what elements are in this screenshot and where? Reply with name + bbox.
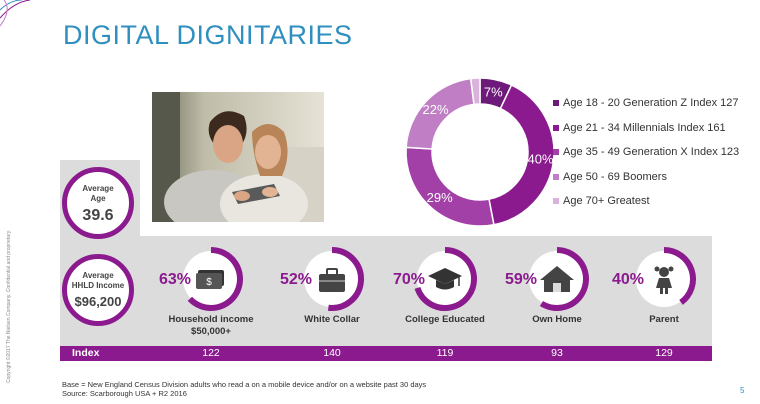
donut-slice: [469, 77, 481, 106]
gauge-category: Parent: [604, 314, 724, 326]
house-icon: [540, 266, 574, 292]
average-income-value: $96,200: [74, 294, 122, 309]
legend-swatch: [553, 149, 559, 155]
page-title: DIGITAL DIGNITARIES: [63, 20, 353, 50]
gauge-ring: [304, 247, 364, 311]
gauge-percent: 70%: [393, 271, 426, 288]
graduation-cap-icon: [428, 268, 462, 290]
page-number: 5: [740, 386, 745, 395]
gauge-category-line: $50,000+: [191, 326, 231, 337]
average-income-badge: Average HHLD Income $96,200: [62, 254, 134, 326]
gauge-ring: [636, 247, 696, 307]
corner-decoration: [0, 0, 31, 27]
legend-swatch: [553, 173, 559, 180]
gauge-category: White Collar: [272, 314, 392, 326]
index-value: 119: [436, 347, 454, 359]
gauge-arc: [327, 247, 364, 311]
legend-label: Age 18 - 20 Generation Z Index 127: [563, 97, 739, 109]
gauge-ring: [414, 247, 477, 311]
gauge-ring: $: [183, 247, 243, 311]
average-age-label-1: Average: [82, 184, 114, 193]
legend-label: Age 70+ Greatest: [563, 195, 650, 207]
donut-slice: [488, 84, 555, 226]
donut-slice-label: 22%: [423, 102, 449, 117]
svg-text:$: $: [206, 277, 212, 288]
footer-base: Base = New England Census Division adult…: [62, 380, 427, 389]
index-value: 129: [655, 347, 673, 359]
legend-label: Age 21 - 34 Millennials Index 161: [563, 121, 726, 134]
gauge-category-line: White Collar: [304, 314, 360, 325]
donut-legend: Age 18 - 20 Generation Z Index 127 Age 21…: [553, 97, 739, 220]
donut-slice: [405, 146, 495, 227]
legend-swatch: [553, 100, 559, 106]
index-value: 122: [202, 347, 220, 359]
child-icon: [654, 266, 674, 294]
average-income-label-1: Average: [82, 271, 114, 280]
average-age-value: 39.6: [82, 207, 114, 224]
footer-source: Source: Scarborough USA + R2 2016: [62, 389, 187, 398]
gauge-category: College Educated: [385, 314, 505, 326]
legend-item: Age 18 - 20 Generation Z Index 127: [553, 97, 739, 122]
donut-slice-label: 29%: [427, 190, 453, 205]
legend-item: Age 70+ Greatest: [553, 195, 739, 220]
gauge-percent: 63%: [159, 271, 192, 288]
average-age-badge: Average Age 39.6: [62, 167, 134, 239]
donut-slice-label: 40%: [528, 152, 554, 167]
average-income-label-2: HHLD Income: [71, 281, 125, 290]
gauge-category: Own Home: [497, 314, 617, 326]
legend-item: Age 21 - 34 Millennials Index 161: [553, 122, 739, 147]
gauge-arc: [663, 247, 696, 305]
stats-band: [60, 236, 712, 346]
gauge-category: Household income $50,000+: [151, 314, 271, 338]
legend-swatch: [553, 124, 559, 131]
gauge-arc: [187, 247, 243, 311]
index-value: 140: [323, 347, 341, 359]
donut-slice-label: 2%: [466, 72, 485, 73]
briefcase-icon: [319, 268, 345, 292]
average-age-label-2: Age: [90, 194, 106, 203]
gauge-arc: [414, 247, 477, 311]
age-donut-chart: 7% 40% 29% 22% 2%: [405, 72, 555, 227]
copyright-note: Copyright ©2017 The Nielsen Company. Con…: [6, 229, 12, 383]
index-value: 93: [551, 347, 563, 359]
gauge-percent: 40%: [612, 271, 645, 288]
money-icon: $: [196, 270, 224, 289]
legend-label: Age 50 - 69 Boomers: [563, 170, 667, 183]
gauge-category-line: Parent: [649, 314, 679, 325]
legend-item: Age 35 - 49 Generation X Index 123: [553, 146, 739, 171]
gauge-percent: 52%: [280, 271, 313, 288]
index-bar: Index 122 140 119 93 129: [60, 346, 712, 361]
gauge-category-line: Own Home: [532, 314, 582, 325]
gauge-percent: 59%: [505, 271, 538, 288]
couple-tablet-photo: [152, 92, 324, 222]
gauge-category-line: College Educated: [405, 314, 485, 325]
index-title: Index: [72, 347, 100, 359]
donut-slice-label: 7%: [484, 84, 503, 99]
gauge-arc: [539, 247, 589, 311]
legend-item: Age 50 - 69 Boomers: [553, 171, 739, 196]
gauge-category-line: Household income: [168, 314, 254, 325]
gauge-ring: [529, 247, 589, 311]
footer-notes: Base = New England Census Division adult…: [62, 380, 426, 398]
legend-swatch: [553, 198, 559, 204]
legend-label: Age 35 - 49 Generation X Index 123: [563, 146, 740, 158]
